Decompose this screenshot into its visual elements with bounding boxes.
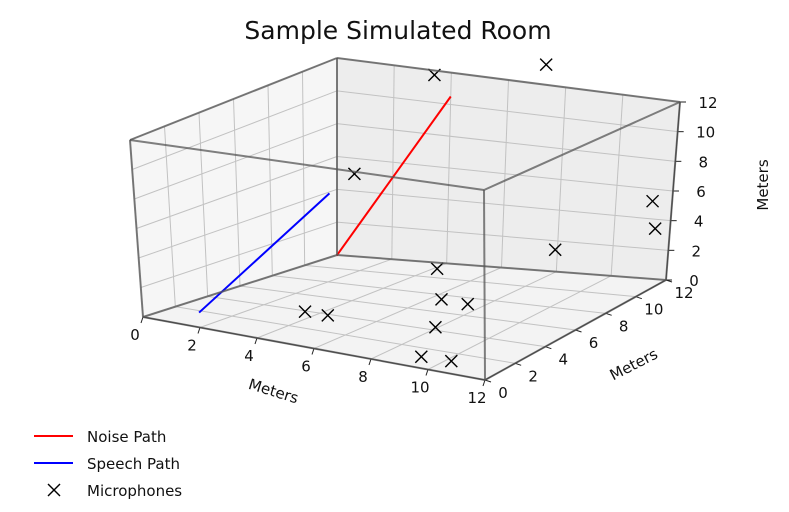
room-box-edge [336, 254, 667, 281]
grid-line-floor-y [272, 275, 606, 314]
z-tick-label: 2 [692, 242, 702, 260]
marker-stroke-b [548, 243, 562, 257]
z-tick-label: 8 [699, 153, 709, 171]
y-tick-label: 2 [528, 367, 538, 385]
marker-stroke-b [428, 320, 442, 334]
microphone-marker [428, 320, 442, 334]
marker-stroke-b [461, 297, 475, 311]
grid-line-back-z [336, 90, 678, 133]
room-box-edge [142, 316, 486, 381]
grid-line-back-z [336, 156, 674, 192]
marker-stroke-b [444, 354, 458, 368]
legend-label-0: Noise Path [87, 428, 166, 446]
marker-stroke-b [648, 222, 662, 236]
marker-stroke-b [347, 167, 361, 181]
microphone-marker [548, 243, 562, 257]
grid-line-back-z [336, 188, 671, 222]
z-tick-label: 0 [689, 272, 699, 290]
noise-path-line [335, 95, 452, 257]
grid-line-left-z [140, 221, 338, 288]
y-tick-label: 12 [674, 284, 693, 302]
z-tick-label: 4 [694, 213, 704, 231]
room-box-edge [483, 101, 681, 191]
room-box-edge [129, 139, 144, 318]
grid-line-floor-y [304, 264, 636, 298]
microphone-marker [646, 194, 660, 208]
x-tick-mark [197, 327, 201, 334]
z-axis-label: Meters [754, 159, 772, 210]
grid-line-floor-y [175, 306, 516, 364]
data-marks [129, 57, 681, 381]
y-tick-label: 4 [559, 351, 569, 369]
microphone-marker [444, 354, 458, 368]
x-tick-mark [425, 369, 429, 376]
x-tick-mark [311, 348, 315, 355]
marker-stroke-b [539, 58, 553, 72]
legend: Noise Path Speech Path Microphones [34, 428, 182, 500]
microphone-marker [539, 58, 553, 72]
microphone-marker [414, 350, 428, 364]
y-tick-label: 8 [619, 317, 629, 335]
legend-label-1: Speech Path [87, 455, 180, 473]
marker-stroke-b [321, 308, 335, 322]
marker-stroke-b [430, 262, 444, 276]
y-axis-label: Meters [607, 345, 661, 384]
marker-stroke-b [47, 483, 61, 497]
grid-line-left-z [131, 90, 338, 170]
microphone-marker [321, 308, 335, 322]
chart-title: Sample Simulated Room [244, 16, 551, 45]
z-tick-label: 10 [696, 124, 715, 142]
microphone-marker [434, 292, 448, 306]
marker-stroke-b [434, 292, 448, 306]
room-box-edge [483, 189, 486, 381]
legend-label-2: Microphones [87, 482, 182, 500]
z-tick-label: 12 [698, 94, 717, 112]
grid-line-left-z [138, 188, 338, 259]
x-tick-label: 6 [301, 358, 311, 376]
x-tick-mark [482, 379, 486, 387]
y-tick-label: 0 [498, 384, 508, 402]
room-box-edge [129, 139, 485, 191]
room-box-edge [129, 57, 338, 141]
x-tick-label: 8 [358, 368, 368, 386]
microphone-marker [430, 262, 444, 276]
microphone-marker [648, 222, 662, 236]
z-tick-label: 6 [696, 183, 706, 201]
microphone-marker [461, 297, 475, 311]
x-tick-label: 0 [130, 326, 140, 344]
x-tick-label: 2 [187, 337, 197, 355]
y-tick-label: 6 [589, 334, 599, 352]
x-tick-label: 4 [244, 347, 254, 365]
x-tick-label: 10 [410, 379, 429, 397]
marker-stroke-b [414, 350, 428, 364]
microphone-marker [298, 305, 312, 319]
microphone-marker [347, 167, 361, 181]
y-tick-label: 10 [644, 301, 663, 319]
x-tick-label: 12 [467, 389, 486, 407]
grid-line-floor-y [239, 285, 576, 331]
room-box-edge [484, 279, 667, 381]
x-axis-label: Meters [246, 375, 300, 407]
grid-line-back-z [336, 123, 676, 162]
x-tick-mark [368, 358, 372, 366]
grid-line-left-z [134, 123, 338, 200]
grid-line-left-z [136, 156, 338, 229]
marker-stroke-b [646, 194, 660, 208]
x-tick-mark [140, 316, 144, 324]
room-box-edge [336, 57, 681, 103]
axis-panes [129, 57, 681, 381]
grid-line-floor-y [207, 295, 546, 348]
legend-swatch-2 [47, 483, 61, 497]
room-box-edge [142, 254, 338, 318]
room-box-edge [665, 101, 681, 281]
x-tick-mark [254, 337, 258, 345]
marker-stroke-b [298, 305, 312, 319]
grid-line-back-z [336, 221, 669, 251]
